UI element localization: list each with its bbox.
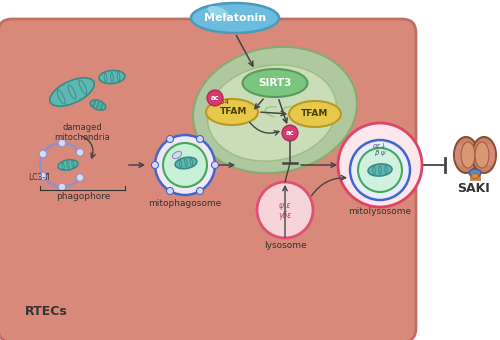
Circle shape: [207, 90, 223, 106]
Text: γδε: γδε: [278, 211, 291, 221]
Text: damaged
mitochondria: damaged mitochondria: [54, 123, 110, 142]
Ellipse shape: [90, 100, 106, 110]
Ellipse shape: [193, 47, 357, 173]
Ellipse shape: [208, 65, 336, 161]
Ellipse shape: [454, 137, 478, 173]
Circle shape: [282, 125, 298, 141]
Ellipse shape: [368, 164, 392, 176]
Text: mitolysosome: mitolysosome: [348, 207, 412, 216]
Circle shape: [350, 140, 410, 200]
Ellipse shape: [206, 99, 258, 125]
Ellipse shape: [172, 151, 182, 158]
Ellipse shape: [99, 70, 125, 84]
Ellipse shape: [50, 78, 94, 106]
Ellipse shape: [461, 142, 475, 168]
Text: ac: ac: [286, 130, 294, 136]
Circle shape: [155, 135, 215, 195]
Ellipse shape: [58, 160, 78, 170]
Ellipse shape: [472, 137, 496, 173]
Ellipse shape: [471, 173, 479, 178]
Ellipse shape: [455, 144, 465, 166]
Text: ac: ac: [210, 95, 220, 101]
Text: Melatonin: Melatonin: [204, 13, 266, 23]
Circle shape: [76, 149, 84, 156]
Ellipse shape: [175, 157, 197, 169]
Text: lysosome: lysosome: [264, 241, 306, 250]
Text: TFAM: TFAM: [302, 109, 328, 119]
Text: phagophore: phagophore: [56, 192, 110, 201]
Ellipse shape: [485, 144, 495, 166]
Text: SAKI: SAKI: [458, 182, 490, 195]
Ellipse shape: [469, 169, 481, 177]
Circle shape: [76, 174, 84, 182]
Circle shape: [58, 139, 66, 147]
Ellipse shape: [191, 3, 279, 33]
FancyBboxPatch shape: [0, 19, 416, 340]
Circle shape: [166, 136, 173, 142]
Text: αε↓
β ψ: αε↓ β ψ: [373, 142, 387, 155]
Text: mitophagosome: mitophagosome: [148, 199, 222, 208]
Circle shape: [358, 148, 402, 192]
Circle shape: [257, 182, 313, 238]
Ellipse shape: [475, 142, 489, 168]
Text: TFAM: TFAM: [220, 107, 248, 117]
Circle shape: [196, 136, 203, 142]
Ellipse shape: [208, 6, 229, 18]
Text: SIRT3: SIRT3: [258, 78, 292, 88]
Text: LC3-II: LC3-II: [28, 173, 50, 183]
Circle shape: [166, 187, 173, 194]
Ellipse shape: [242, 69, 308, 97]
Circle shape: [39, 150, 46, 158]
Circle shape: [163, 143, 207, 187]
Circle shape: [58, 183, 66, 191]
Text: ψ ε: ψ ε: [279, 202, 291, 210]
Circle shape: [39, 172, 46, 180]
Text: RTECs: RTECs: [25, 305, 68, 318]
Circle shape: [196, 187, 203, 194]
Circle shape: [152, 162, 158, 169]
Circle shape: [212, 162, 218, 169]
Text: K154: K154: [211, 99, 229, 105]
Circle shape: [338, 123, 422, 207]
Ellipse shape: [289, 101, 341, 127]
